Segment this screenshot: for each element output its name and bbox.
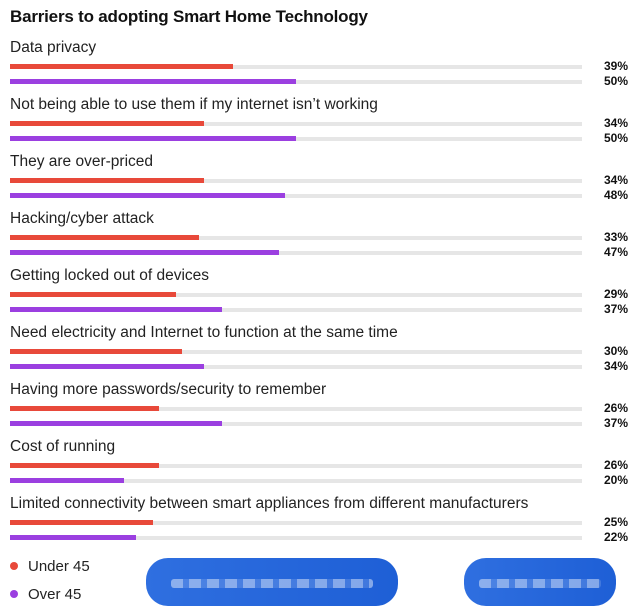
value-label: 26%	[603, 401, 628, 415]
value-label: 37%	[603, 302, 628, 316]
category-label: Not being able to use them if my interne…	[10, 96, 378, 113]
bar-track	[10, 122, 582, 126]
legend-label: Under 45	[28, 558, 90, 575]
bar-under-45	[10, 406, 159, 411]
legend-dot-icon	[10, 562, 18, 571]
category-label: Hacking/cyber attack	[10, 210, 154, 227]
bar-under-45	[10, 64, 234, 69]
bar-track	[10, 422, 582, 426]
value-label: 26%	[603, 458, 628, 472]
value-label: 34%	[603, 359, 628, 373]
value-label: 29%	[603, 287, 628, 301]
category-label: Having more passwords/security to rememb…	[10, 381, 327, 398]
bar-track	[10, 536, 582, 540]
bar-track	[10, 80, 582, 84]
legend-item-under-45: Under 45	[10, 558, 90, 575]
bar-track	[10, 179, 582, 183]
bar-under-45	[10, 235, 199, 240]
bar-track	[10, 308, 582, 312]
value-label: 30%	[603, 344, 628, 358]
category-label: Need electricity and Internet to functio…	[10, 324, 398, 341]
bar-over-45	[10, 364, 205, 369]
bar-under-45	[10, 520, 153, 525]
bar-under-45	[10, 121, 205, 126]
bar-track	[10, 365, 582, 369]
bar-over-45	[10, 193, 285, 198]
bar-track	[10, 407, 582, 411]
bar-track	[10, 251, 582, 255]
legend-label: Over 45	[28, 586, 82, 603]
bar-over-45	[10, 535, 136, 540]
bar-track	[10, 137, 582, 141]
bar-over-45	[10, 79, 296, 84]
value-label: 34%	[603, 173, 628, 187]
value-label: 39%	[603, 59, 628, 73]
bar-track	[10, 350, 582, 354]
bar-track	[10, 293, 582, 297]
bar-track	[10, 194, 582, 198]
bar-over-45	[10, 250, 279, 255]
bar-under-45	[10, 178, 205, 183]
value-label: 25%	[603, 515, 628, 529]
bar-over-45	[10, 307, 222, 312]
bar-track	[10, 65, 582, 69]
category-label: Cost of running	[10, 438, 116, 455]
bar-track	[10, 479, 582, 483]
legend-item-over-45: Over 45	[10, 586, 81, 603]
category-label: Getting locked out of devices	[10, 267, 210, 284]
bar-track	[10, 236, 582, 240]
bar-track	[10, 464, 582, 468]
bar-under-45	[10, 463, 159, 468]
category-label: They are over-priced	[10, 153, 154, 170]
value-label: 37%	[603, 416, 628, 430]
bar-over-45	[10, 421, 222, 426]
value-label: 50%	[603, 131, 628, 145]
value-label: 47%	[603, 245, 628, 259]
blurred-overlay-right	[464, 558, 616, 606]
category-label: Limited connectivity between smart appli…	[10, 495, 529, 512]
bar-over-45	[10, 136, 296, 141]
bar-over-45	[10, 478, 125, 483]
bar-under-45	[10, 349, 182, 354]
category-label: Data privacy	[10, 39, 97, 56]
chart-title: Barriers to adopting Smart Home Technolo…	[10, 7, 368, 26]
value-label: 50%	[603, 74, 628, 88]
value-label: 33%	[603, 230, 628, 244]
value-label: 48%	[603, 188, 628, 202]
blurred-overlay-left	[146, 558, 398, 606]
value-label: 34%	[603, 116, 628, 130]
value-label: 22%	[603, 530, 628, 544]
legend-dot-icon	[10, 590, 18, 599]
bar-track	[10, 521, 582, 525]
bar-under-45	[10, 292, 176, 297]
value-label: 20%	[603, 473, 628, 487]
